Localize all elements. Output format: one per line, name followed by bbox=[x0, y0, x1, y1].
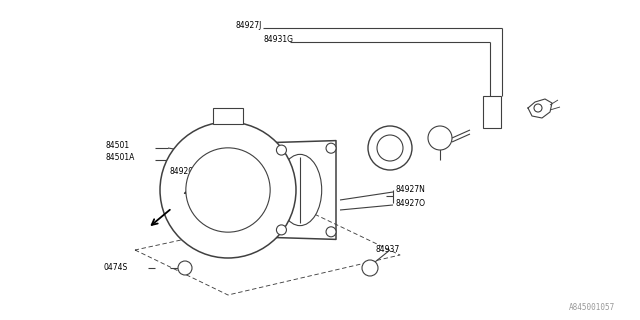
Circle shape bbox=[326, 227, 336, 237]
Circle shape bbox=[377, 135, 403, 161]
Circle shape bbox=[186, 148, 270, 232]
Circle shape bbox=[160, 122, 296, 258]
Text: 84931G: 84931G bbox=[263, 36, 293, 44]
FancyBboxPatch shape bbox=[483, 96, 501, 128]
Text: 84927J: 84927J bbox=[236, 21, 262, 30]
Circle shape bbox=[178, 261, 192, 275]
Text: FRONT: FRONT bbox=[182, 187, 214, 213]
Circle shape bbox=[362, 260, 378, 276]
Text: 84927N: 84927N bbox=[396, 186, 426, 195]
Circle shape bbox=[368, 126, 412, 170]
Circle shape bbox=[534, 104, 542, 112]
FancyBboxPatch shape bbox=[213, 108, 243, 124]
Text: 84937: 84937 bbox=[375, 245, 399, 254]
Ellipse shape bbox=[278, 154, 322, 226]
Circle shape bbox=[326, 143, 336, 153]
Text: 84501: 84501 bbox=[105, 141, 129, 150]
Circle shape bbox=[276, 225, 287, 235]
Text: A845001057: A845001057 bbox=[569, 303, 615, 312]
Text: 84927O: 84927O bbox=[396, 198, 426, 207]
Text: 84501A: 84501A bbox=[105, 154, 134, 163]
Circle shape bbox=[276, 145, 287, 155]
Text: 84920: 84920 bbox=[170, 167, 194, 177]
Text: 0474S: 0474S bbox=[103, 263, 127, 273]
Circle shape bbox=[428, 126, 452, 150]
